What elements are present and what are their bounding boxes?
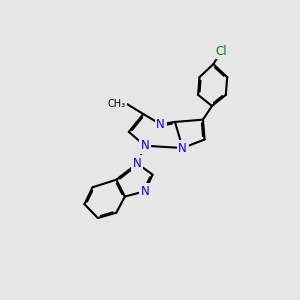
Text: N: N xyxy=(133,157,142,170)
Text: N: N xyxy=(141,185,149,198)
Text: CH₃: CH₃ xyxy=(108,99,126,109)
Text: N: N xyxy=(178,142,187,154)
Text: N: N xyxy=(141,139,149,152)
Text: N: N xyxy=(156,118,165,131)
Text: Cl: Cl xyxy=(216,44,227,58)
